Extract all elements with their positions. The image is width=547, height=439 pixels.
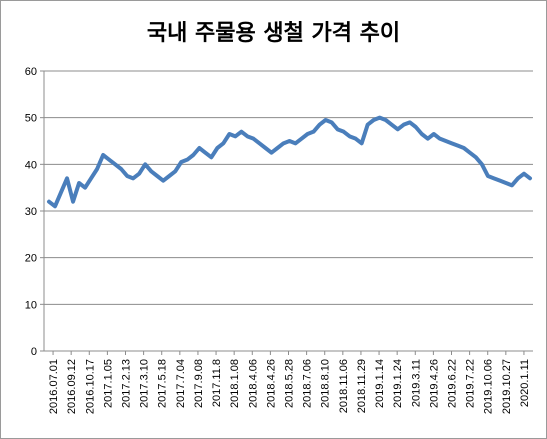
y-tick-label: 0: [31, 346, 37, 358]
x-tick-label: 2018.1.08: [229, 359, 241, 408]
y-tick-label: 10: [25, 299, 37, 311]
x-tick-label: 2018.7.06: [302, 359, 314, 408]
x-tick-label: 2017.7.04: [175, 359, 187, 408]
x-tick-label: 2017.5.18: [157, 359, 169, 408]
x-tick-label: 2018.8.10: [320, 359, 332, 408]
x-tick-label: 2018.5.28: [284, 359, 296, 408]
x-tick-label: 2016.07.01: [48, 359, 60, 414]
x-tick-label: 2017.1.05: [102, 359, 114, 408]
x-tick-label: 2018.11.29: [356, 359, 368, 413]
x-tick-label: 2017.11.8: [211, 359, 223, 407]
y-tick-label: 20: [25, 253, 37, 265]
x-tick-label: 2019.6.22: [447, 359, 459, 408]
y-tick-label: 50: [25, 113, 37, 125]
x-tick-label: 2020.1.11: [519, 359, 531, 407]
x-tick-label: 2019.1.24: [392, 359, 404, 408]
x-tick-label: 2019.4.26: [428, 359, 440, 408]
x-axis: 2016.07.01 2016.09.12 2016.10.17 2017.1.05 2…: [44, 350, 533, 414]
y-tick-label: 30: [25, 206, 37, 218]
x-tick-label: 2019.1.14: [374, 359, 386, 408]
x-tick-label: 2017.3.10: [139, 359, 151, 408]
x-tick-label: 2019.10.27: [501, 359, 513, 414]
x-tick-label: 2018.4.26: [265, 359, 277, 408]
x-tick-label: 2017.9.08: [193, 359, 205, 408]
x-tick-label: 2017.2.13: [121, 359, 133, 408]
x-tick-label: 2019.7.22: [465, 359, 477, 408]
series-layer: [47, 115, 532, 209]
x-tick-label: 2016.10.17: [84, 359, 96, 414]
y-tick-label: 40: [25, 159, 37, 171]
chart-title: 국내 주물용 생철 가격 추이: [146, 21, 401, 46]
x-tick-label: 2019.3.11: [410, 359, 422, 407]
gridlines: [44, 70, 533, 352]
x-tick-label: 2018.4.06: [247, 359, 259, 408]
x-tick-label: 2019.10.06: [483, 359, 495, 414]
x-tick-label: 2016.09.12: [66, 359, 78, 414]
x-tick-label: 2018.11.06: [338, 359, 350, 413]
y-tick-label: 60: [25, 66, 37, 78]
series-line-0: [47, 115, 532, 209]
y-axis: 0 10 20 30 40 50 60: [25, 66, 45, 358]
